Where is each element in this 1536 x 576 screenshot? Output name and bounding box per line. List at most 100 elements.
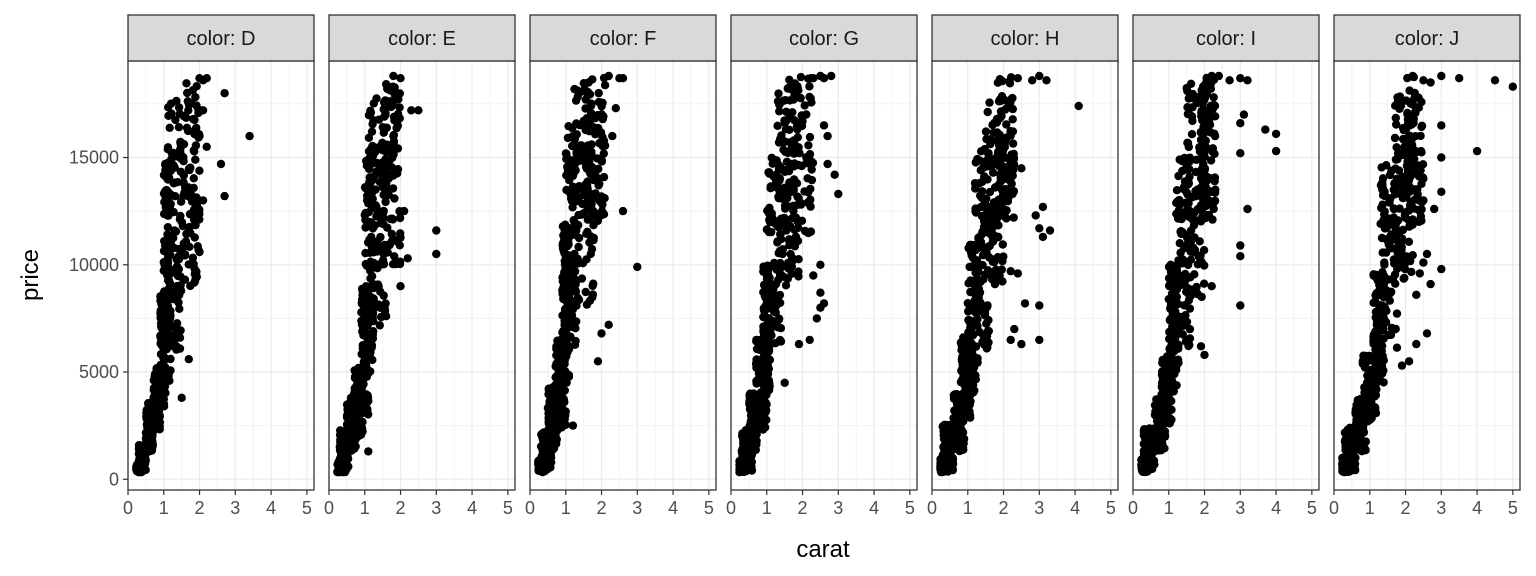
data-point	[963, 347, 973, 356]
data-point	[432, 226, 441, 235]
data-point	[780, 378, 789, 387]
data-point	[777, 131, 786, 140]
data-point	[160, 355, 169, 365]
data-point	[1209, 197, 1219, 207]
data-point	[364, 156, 374, 165]
data-point	[1203, 111, 1212, 121]
data-point	[590, 208, 599, 217]
data-point	[789, 185, 798, 194]
data-point	[1074, 101, 1083, 111]
data-point	[982, 156, 991, 165]
x-tick-label: 0	[525, 498, 535, 518]
data-point	[789, 206, 798, 216]
data-point	[568, 171, 578, 181]
data-point	[596, 211, 605, 220]
facet-strip-label: color: F	[590, 28, 657, 50]
data-point	[994, 182, 1003, 192]
x-tick-label: 1	[1164, 498, 1174, 518]
facet-panel-E: color: E0 1 2 3 4 5	[324, 14, 516, 518]
data-point	[963, 357, 973, 366]
data-point	[786, 249, 795, 259]
points-E	[333, 71, 441, 477]
data-point	[984, 242, 993, 251]
data-point	[588, 293, 597, 302]
data-point	[590, 123, 599, 132]
data-point	[164, 103, 173, 112]
data-point	[1356, 414, 1365, 424]
data-point	[579, 79, 588, 88]
data-point	[763, 299, 772, 308]
data-point	[1243, 204, 1252, 214]
data-point	[1001, 185, 1011, 194]
data-point	[998, 208, 1007, 217]
data-point	[992, 118, 1002, 127]
facet-strip	[328, 14, 516, 62]
data-point	[1007, 94, 1016, 104]
data-point	[597, 102, 606, 111]
data-point	[179, 140, 189, 149]
data-point	[163, 223, 173, 232]
data-point	[379, 128, 388, 137]
data-point	[995, 132, 1004, 141]
data-point	[379, 213, 388, 223]
data-point	[971, 307, 980, 316]
data-point	[763, 378, 772, 388]
data-point	[1045, 226, 1055, 235]
data-point	[790, 91, 799, 100]
data-point	[792, 179, 802, 188]
data-point	[163, 143, 173, 152]
data-point	[1225, 76, 1234, 85]
data-point	[586, 152, 596, 161]
data-point	[771, 308, 780, 317]
data-point	[1002, 174, 1012, 184]
x-tick-label: 3	[431, 498, 441, 518]
data-point	[363, 319, 373, 329]
data-point	[1186, 255, 1196, 264]
data-point	[981, 127, 991, 136]
data-point	[996, 154, 1005, 163]
data-point	[135, 464, 144, 473]
data-point	[765, 169, 774, 178]
data-point	[220, 89, 229, 98]
data-point	[562, 370, 571, 379]
data-point	[565, 317, 574, 326]
data-point	[389, 71, 398, 81]
data-point	[183, 126, 193, 136]
data-point	[174, 298, 183, 307]
data-point	[1271, 146, 1281, 156]
data-point	[1166, 304, 1175, 313]
data-point	[981, 305, 990, 314]
data-point	[182, 229, 191, 239]
data-point	[202, 142, 211, 151]
y-tick-label: 5000	[79, 362, 119, 382]
data-point	[570, 267, 580, 276]
data-point	[396, 74, 405, 83]
data-point	[780, 165, 789, 175]
data-point	[1197, 164, 1207, 173]
data-point	[390, 252, 399, 261]
data-point	[940, 424, 949, 434]
data-point	[959, 417, 968, 426]
data-point	[998, 277, 1007, 286]
data-point	[190, 115, 199, 125]
data-point	[387, 163, 396, 172]
data-point	[777, 263, 786, 272]
data-point	[791, 236, 800, 245]
data-point	[816, 260, 825, 269]
data-point	[1206, 156, 1216, 165]
data-point	[775, 174, 785, 183]
data-point	[163, 158, 173, 167]
data-point	[582, 88, 591, 97]
data-point	[976, 277, 985, 286]
data-point	[593, 357, 603, 366]
data-point	[1344, 455, 1354, 464]
data-point	[571, 336, 580, 346]
data-point	[163, 331, 173, 340]
data-point	[967, 365, 976, 374]
data-point	[942, 438, 951, 447]
data-point	[1236, 149, 1245, 158]
data-point	[369, 116, 378, 125]
data-point	[537, 460, 546, 469]
x-tick-label: 0	[324, 498, 334, 518]
